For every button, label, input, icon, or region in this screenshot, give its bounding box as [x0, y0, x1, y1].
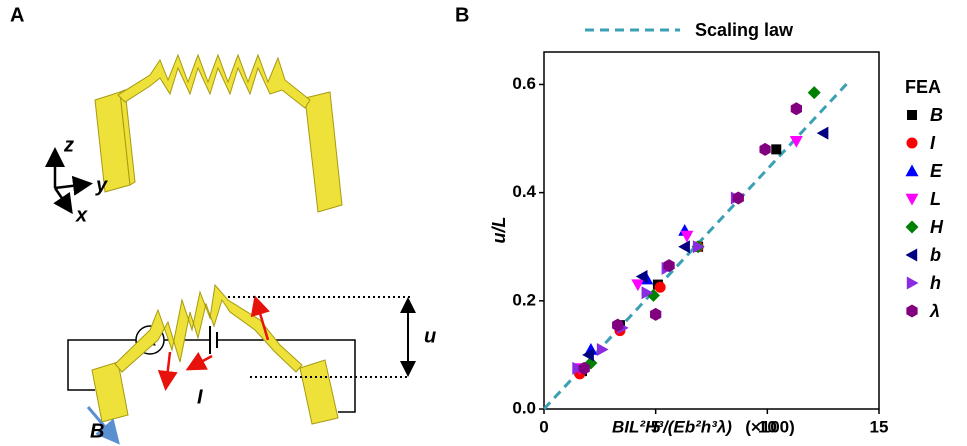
- y-tick-label: 0.6: [512, 74, 536, 93]
- point: [906, 137, 918, 149]
- point: [572, 361, 584, 375]
- x-tick-label: 15: [870, 417, 889, 436]
- point: [631, 279, 645, 292]
- x-tick-label: 10: [758, 417, 777, 436]
- point: [790, 102, 802, 116]
- ribbon-deformed: [91, 283, 339, 425]
- legend-label: E: [930, 161, 943, 181]
- point: [692, 240, 705, 254]
- point: [635, 269, 648, 283]
- coordinate-axes: [45, 147, 93, 215]
- legend-label: λ: [929, 301, 940, 321]
- point: [582, 348, 594, 362]
- panel-label: A: [10, 4, 24, 26]
- field-arrow: [86, 406, 120, 445]
- point: [663, 259, 675, 273]
- legend-label: H: [930, 217, 944, 237]
- legend-label: h: [930, 273, 941, 293]
- current-label: I: [197, 386, 203, 408]
- y-tick-label: 0.4: [512, 182, 536, 201]
- point: [680, 230, 694, 243]
- point: [650, 307, 662, 321]
- point: [905, 248, 918, 262]
- point: [789, 136, 803, 148]
- point: [771, 144, 782, 155]
- legend-label: B: [930, 105, 943, 125]
- point: [906, 304, 918, 318]
- point: [732, 191, 744, 205]
- y-axis-label: u/L: [489, 217, 509, 244]
- legend-label: b: [930, 245, 941, 265]
- field-label: B: [90, 420, 104, 442]
- point: [654, 281, 666, 293]
- x-tick-label: 0: [539, 417, 548, 436]
- point: [905, 164, 919, 177]
- axis-z: z: [63, 134, 74, 156]
- legend-label: I: [930, 133, 936, 153]
- x-axis-label: BIL²H³/(Eb²h³λ): [612, 417, 732, 436]
- point: [807, 86, 821, 100]
- y-tick-label: 0.2: [512, 290, 536, 309]
- point: [612, 318, 624, 332]
- axis-y: y: [95, 174, 108, 196]
- legend-label: L: [930, 189, 941, 209]
- point: [678, 240, 690, 254]
- point: [578, 361, 590, 375]
- legend-title: FEA: [905, 77, 941, 97]
- axis-x: x: [75, 204, 88, 226]
- point: [816, 126, 829, 140]
- point: [584, 343, 598, 355]
- x-tick-label: 5: [651, 417, 660, 436]
- point: [906, 276, 919, 290]
- point: [596, 343, 609, 356]
- displacement-label: u: [424, 325, 436, 347]
- ribbon-3d: [94, 53, 343, 213]
- legend-fit-label: Scaling law: [695, 20, 794, 40]
- point: [641, 286, 654, 300]
- point: [907, 110, 917, 120]
- y-tick-label: 0.0: [512, 398, 536, 417]
- current-arrows: [157, 295, 270, 391]
- displacement-marker: [228, 296, 416, 378]
- panel-label: B: [455, 4, 469, 26]
- point: [905, 193, 919, 206]
- plot-frame: [543, 51, 880, 410]
- point: [759, 142, 771, 156]
- x-axis-unit: (×100): [745, 417, 795, 436]
- point: [905, 220, 919, 234]
